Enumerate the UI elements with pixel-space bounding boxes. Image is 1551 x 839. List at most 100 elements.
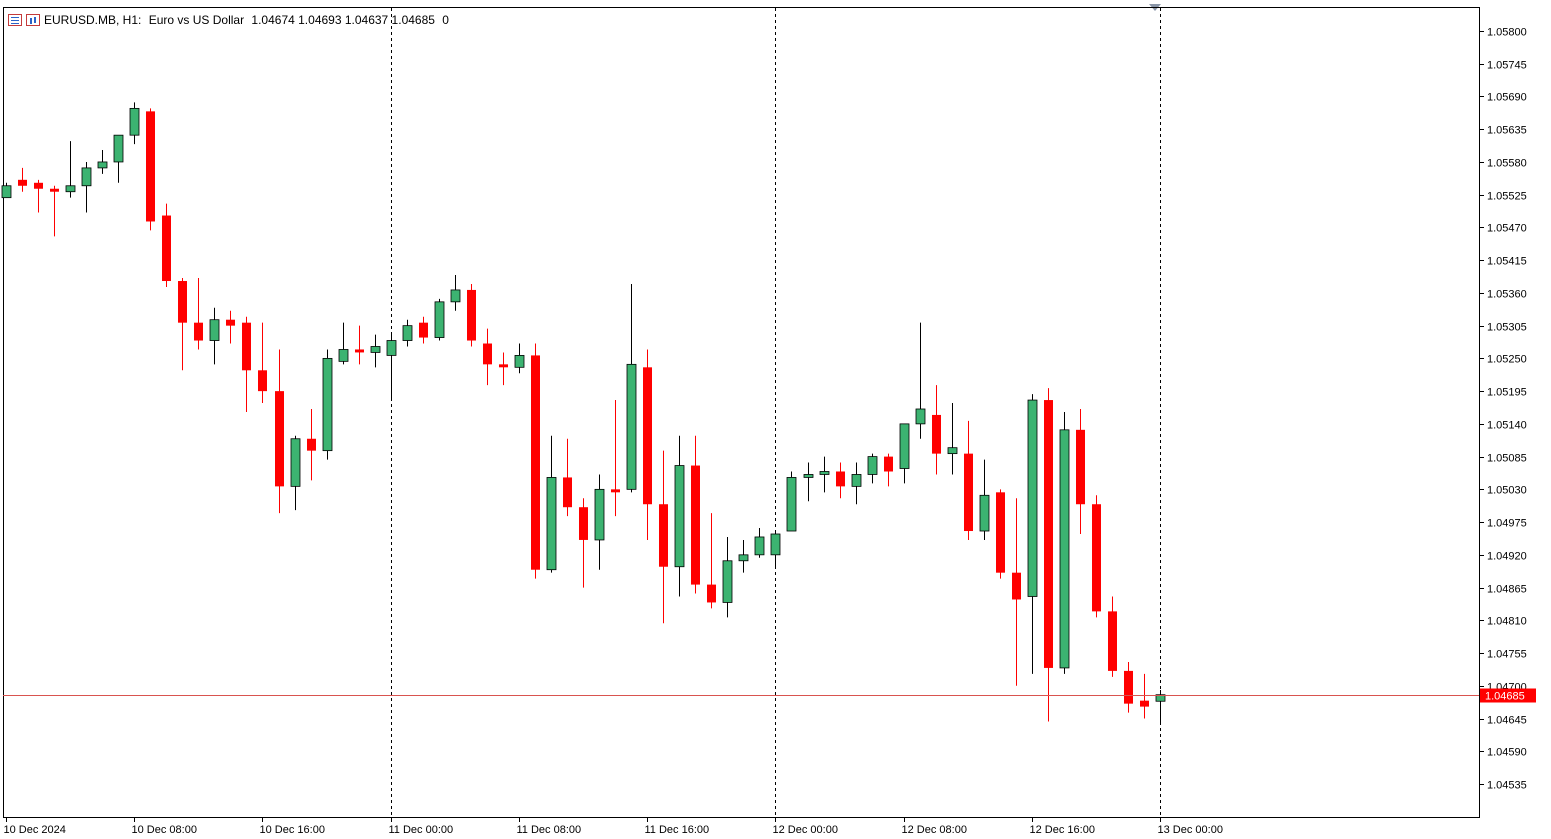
price-tick-label: 1.04645 bbox=[1487, 715, 1527, 727]
candle-body[interactable] bbox=[754, 536, 765, 556]
time-tick-label: 12 Dec 08:00 bbox=[902, 824, 967, 836]
candle-body[interactable] bbox=[226, 319, 235, 326]
candle-body[interactable] bbox=[18, 179, 27, 186]
candle-body[interactable] bbox=[1, 185, 12, 199]
time-tick-label: 10 Dec 16:00 bbox=[260, 824, 325, 836]
candle-body[interactable] bbox=[290, 438, 301, 487]
candle-body[interactable] bbox=[402, 325, 413, 341]
candle-body[interactable] bbox=[803, 474, 814, 478]
price-tick-label: 1.05525 bbox=[1487, 191, 1527, 203]
symbol-timeframe: EURUSD.MB, H1: bbox=[44, 13, 142, 27]
candle-body[interactable] bbox=[531, 355, 540, 570]
candle-body[interactable] bbox=[707, 584, 716, 603]
candle-body[interactable] bbox=[867, 456, 878, 475]
price-tick-label: 1.05140 bbox=[1487, 420, 1527, 432]
time-tick-label: 11 Dec 08:00 bbox=[517, 824, 582, 836]
candle-body[interactable] bbox=[836, 471, 845, 487]
candle-body[interactable] bbox=[691, 465, 700, 585]
candle-body[interactable] bbox=[1012, 572, 1021, 600]
candle-body[interactable] bbox=[611, 489, 620, 493]
candle-body[interactable] bbox=[434, 301, 445, 338]
candle-body[interactable] bbox=[659, 504, 668, 567]
candle-body[interactable] bbox=[915, 408, 926, 425]
candle-body[interactable] bbox=[899, 423, 910, 469]
candle-body[interactable] bbox=[594, 488, 605, 541]
candle-body[interactable] bbox=[1059, 429, 1070, 669]
price-tick-label: 1.05250 bbox=[1487, 354, 1527, 366]
candle-body[interactable] bbox=[97, 161, 108, 169]
candle-body[interactable] bbox=[579, 507, 588, 540]
candle-body[interactable] bbox=[626, 363, 637, 490]
candle-body[interactable] bbox=[419, 322, 428, 338]
candle-body[interactable] bbox=[162, 215, 171, 282]
candle-body[interactable] bbox=[643, 367, 652, 505]
candle-body[interactable] bbox=[275, 391, 284, 487]
candle-body[interactable] bbox=[450, 289, 461, 303]
candle-body[interactable] bbox=[1027, 399, 1038, 597]
candle-body[interactable] bbox=[1108, 611, 1117, 671]
price-tick-label: 1.04590 bbox=[1487, 747, 1527, 759]
price-tick-label: 1.04810 bbox=[1487, 616, 1527, 628]
candle-body[interactable] bbox=[1044, 400, 1053, 668]
candle-body[interactable] bbox=[242, 322, 251, 371]
candle-body[interactable] bbox=[851, 474, 862, 487]
candle-body[interactable] bbox=[50, 188, 59, 192]
candle-body[interactable] bbox=[996, 492, 1005, 573]
candle-body[interactable] bbox=[884, 456, 893, 472]
price-tick-label: 1.05030 bbox=[1487, 485, 1527, 497]
price-tick-label: 1.04755 bbox=[1487, 649, 1527, 661]
candle-body[interactable] bbox=[546, 477, 557, 571]
price-tick-label: 1.05085 bbox=[1487, 453, 1527, 465]
candle-body[interactable] bbox=[307, 438, 316, 451]
candle-body[interactable] bbox=[258, 370, 267, 392]
candle-body[interactable] bbox=[178, 281, 187, 323]
symbol-description: Euro vs US Dollar bbox=[148, 13, 245, 27]
candle-body[interactable] bbox=[467, 289, 476, 341]
chart-type-icon[interactable] bbox=[26, 14, 40, 26]
candle-body[interactable] bbox=[786, 477, 797, 532]
candle-body[interactable] bbox=[514, 355, 525, 368]
candle-body[interactable] bbox=[209, 319, 220, 341]
candle-body[interactable] bbox=[1155, 694, 1166, 702]
candle-body[interactable] bbox=[65, 185, 76, 193]
candle-body[interactable] bbox=[964, 453, 973, 532]
candle-body[interactable] bbox=[947, 447, 958, 455]
candle-body[interactable] bbox=[738, 554, 749, 562]
price-tick-label: 1.05195 bbox=[1487, 387, 1527, 399]
candle-body[interactable] bbox=[34, 182, 43, 189]
candle-body[interactable] bbox=[146, 111, 155, 222]
price-tick-label: 1.04865 bbox=[1487, 584, 1527, 596]
candle-body[interactable] bbox=[1092, 504, 1101, 612]
candle-body[interactable] bbox=[499, 364, 508, 368]
candle-body[interactable] bbox=[819, 471, 830, 475]
candle-body[interactable] bbox=[483, 343, 492, 365]
candle-body[interactable] bbox=[355, 349, 364, 353]
candle-body[interactable] bbox=[370, 346, 381, 353]
candle-body[interactable] bbox=[932, 414, 941, 454]
candle-body[interactable] bbox=[194, 322, 203, 341]
time-tick-label: 11 Dec 16:00 bbox=[645, 824, 710, 836]
candle-body[interactable] bbox=[979, 494, 990, 532]
trade-list-icon[interactable] bbox=[8, 14, 22, 26]
candle-body[interactable] bbox=[386, 340, 397, 356]
candle-body[interactable] bbox=[113, 134, 124, 163]
price-tick-label: 1.05800 bbox=[1487, 27, 1527, 39]
time-tick-label: 10 Dec 08:00 bbox=[132, 824, 197, 836]
candle-body[interactable] bbox=[81, 167, 92, 187]
candle-body[interactable] bbox=[1140, 700, 1149, 707]
candle-body[interactable] bbox=[770, 533, 781, 556]
price-tick-label: 1.04920 bbox=[1487, 551, 1527, 563]
candle-body[interactable] bbox=[129, 107, 140, 136]
candle-body[interactable] bbox=[1076, 429, 1085, 505]
price-tick-label: 1.05580 bbox=[1487, 158, 1527, 170]
current-price-label: 1.04685 bbox=[1485, 691, 1525, 703]
candle-body[interactable] bbox=[563, 477, 572, 508]
ohlc-values: 1.04674 1.04693 1.04637 1.04685 bbox=[251, 13, 435, 27]
candle-body[interactable] bbox=[338, 349, 349, 362]
candle-body[interactable] bbox=[674, 465, 685, 568]
candle-body[interactable] bbox=[722, 560, 733, 603]
candle-body[interactable] bbox=[322, 357, 333, 452]
candle-body[interactable] bbox=[1124, 670, 1133, 704]
